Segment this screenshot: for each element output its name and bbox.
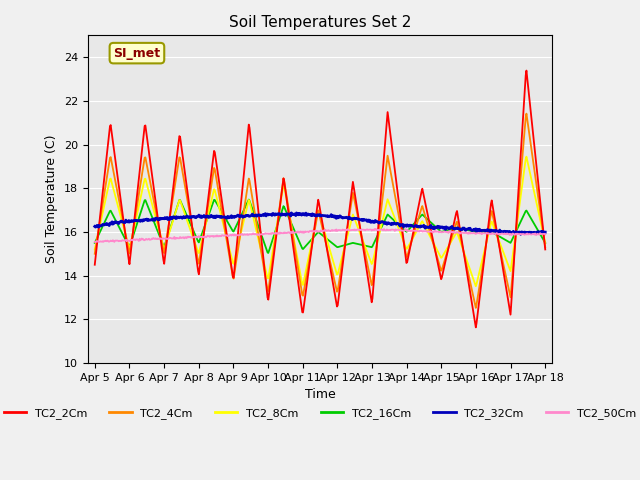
TC2_16Cm (310, 234, 317, 240)
Line: TC2_4Cm: TC2_4Cm (95, 114, 545, 308)
TC2_2Cm (523, 68, 531, 73)
TC2_2Cm (231, 260, 239, 266)
TC2_2Cm (91, 262, 99, 268)
TC2_16Cm (231, 226, 239, 231)
TC2_8Cm (308, 236, 316, 242)
TC2_16Cm (245, 197, 253, 203)
TC2_2Cm (115, 181, 122, 187)
Line: TC2_8Cm: TC2_8Cm (95, 156, 545, 286)
TC2_4Cm (115, 195, 122, 201)
TC2_4Cm (249, 200, 257, 205)
TC2_8Cm (231, 255, 239, 261)
TC2_4Cm (231, 266, 239, 272)
TC2_4Cm (523, 111, 531, 117)
TC2_4Cm (517, 175, 525, 180)
Line: TC2_16Cm: TC2_16Cm (95, 200, 545, 253)
X-axis label: Time: Time (305, 388, 335, 401)
TC2_8Cm (523, 154, 531, 159)
TC2_16Cm (264, 250, 272, 256)
TC2_16Cm (115, 223, 122, 229)
Legend: TC2_2Cm, TC2_4Cm, TC2_8Cm, TC2_16Cm, TC2_32Cm, TC2_50Cm: TC2_2Cm, TC2_4Cm, TC2_8Cm, TC2_16Cm, TC2… (0, 403, 640, 423)
TC2_16Cm (541, 240, 549, 246)
TC2_50Cm (232, 232, 239, 238)
TC2_16Cm (91, 240, 99, 246)
TC2_4Cm (541, 244, 549, 250)
TC2_50Cm (273, 231, 280, 237)
TC2_32Cm (517, 231, 525, 237)
TC2_50Cm (309, 228, 317, 234)
TC2_8Cm (272, 231, 280, 237)
TC2_8Cm (517, 193, 525, 199)
TC2_32Cm (272, 211, 280, 217)
Line: TC2_50Cm: TC2_50Cm (95, 229, 545, 242)
TC2_2Cm (272, 239, 280, 245)
Line: TC2_32Cm: TC2_32Cm (95, 213, 545, 234)
TC2_2Cm (541, 247, 549, 252)
Text: SI_met: SI_met (113, 47, 161, 60)
TC2_32Cm (541, 229, 549, 235)
TC2_16Cm (518, 217, 525, 223)
Title: Soil Temperatures Set 2: Soil Temperatures Set 2 (229, 15, 411, 30)
TC2_32Cm (249, 213, 257, 218)
TC2_50Cm (115, 238, 123, 244)
TC2_4Cm (308, 240, 316, 246)
TC2_2Cm (472, 324, 479, 330)
TC2_8Cm (115, 206, 122, 212)
TC2_16Cm (273, 223, 281, 229)
TC2_50Cm (250, 231, 258, 237)
TC2_32Cm (115, 221, 122, 227)
TC2_4Cm (472, 305, 479, 311)
TC2_50Cm (518, 231, 525, 237)
TC2_2Cm (517, 153, 525, 158)
TC2_32Cm (518, 229, 525, 235)
TC2_50Cm (541, 231, 549, 237)
TC2_2Cm (308, 240, 316, 246)
TC2_32Cm (309, 212, 317, 218)
TC2_8Cm (472, 283, 479, 289)
TC2_50Cm (371, 226, 378, 232)
TC2_4Cm (91, 251, 99, 257)
TC2_8Cm (249, 214, 257, 220)
TC2_32Cm (287, 210, 295, 216)
TC2_4Cm (272, 235, 280, 240)
TC2_8Cm (91, 247, 99, 252)
TC2_50Cm (91, 239, 99, 245)
TC2_8Cm (541, 240, 549, 246)
TC2_32Cm (91, 224, 99, 229)
Line: TC2_2Cm: TC2_2Cm (95, 71, 545, 327)
TC2_2Cm (249, 159, 257, 165)
TC2_32Cm (231, 214, 239, 219)
TC2_16Cm (250, 210, 258, 216)
Y-axis label: Soil Temperature (C): Soil Temperature (C) (45, 135, 58, 264)
TC2_50Cm (92, 240, 99, 245)
